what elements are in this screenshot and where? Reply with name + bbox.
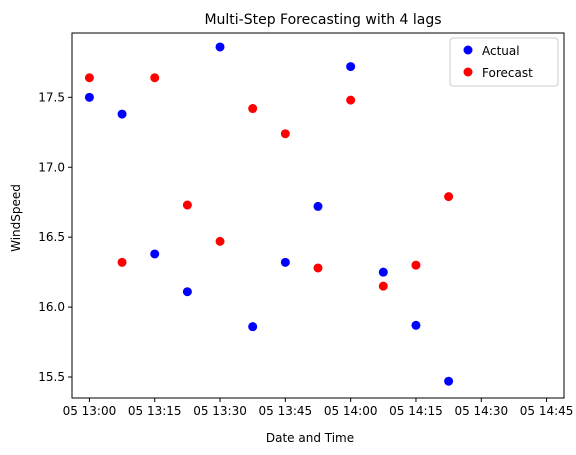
point-actual (248, 322, 258, 332)
point-actual (117, 109, 127, 119)
y-tick-label: 15.5 (38, 370, 65, 384)
point-forecast (411, 260, 421, 270)
legend: Actual Forecast (449, 37, 559, 87)
point-forecast (378, 281, 388, 291)
point-forecast (280, 129, 290, 139)
x-axis: 05 13:00 05 13:15 05 13:30 05 13:45 05 14:00… (63, 398, 574, 418)
point-forecast (444, 192, 454, 202)
x-tick-label: 05 14:00 (324, 404, 378, 418)
chart-title: Multi-Step Forecasting with 4 lags (204, 12, 441, 28)
x-tick-label: 05 13:30 (193, 404, 247, 418)
y-tick-label: 16.5 (38, 230, 65, 244)
data-points (84, 42, 454, 386)
point-actual (313, 201, 323, 211)
y-axis-label: WindSpeed (9, 184, 23, 252)
point-forecast (215, 236, 225, 246)
point-actual (150, 249, 160, 259)
point-actual (84, 92, 94, 102)
point-forecast (248, 104, 258, 114)
y-tick-label: 17.5 (38, 90, 65, 104)
plot-area (71, 32, 565, 399)
legend-box (449, 37, 559, 87)
point-actual (182, 287, 192, 297)
legend-label: Forecast (482, 66, 533, 80)
point-forecast (117, 257, 127, 267)
x-axis-label: Date and Time (266, 431, 354, 445)
point-actual (215, 42, 225, 52)
point-forecast (84, 73, 94, 83)
x-tick-label: 05 14:30 (454, 404, 508, 418)
legend-label: Actual (482, 44, 520, 58)
x-tick-label: 05 14:15 (389, 404, 443, 418)
point-forecast (150, 73, 160, 83)
point-actual (346, 62, 356, 72)
x-tick-label: 05 14:45 (520, 404, 574, 418)
x-tick-label: 05 13:15 (128, 404, 182, 418)
point-forecast (313, 263, 323, 273)
x-tick-label: 05 13:45 (259, 404, 313, 418)
y-tick-label: 17.0 (38, 160, 65, 174)
point-forecast (346, 95, 356, 105)
point-actual (280, 257, 290, 267)
legend-marker-actual (463, 45, 473, 55)
point-actual (378, 267, 388, 277)
y-tick-label: 16.0 (38, 300, 65, 314)
y-axis: 15.5 16.0 16.5 17.0 17.5 (38, 90, 72, 384)
x-tick-label: 05 13:00 (63, 404, 117, 418)
legend-marker-forecast (463, 67, 473, 77)
point-forecast (182, 200, 192, 210)
point-actual (444, 376, 454, 386)
point-actual (411, 320, 421, 330)
